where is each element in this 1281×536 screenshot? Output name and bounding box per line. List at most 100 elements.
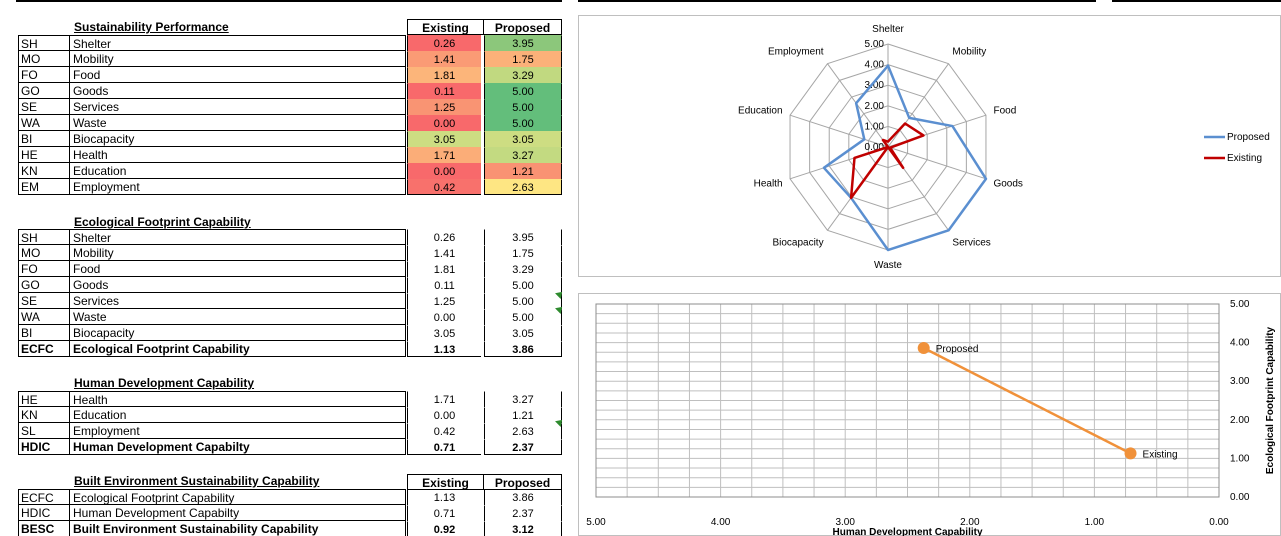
proposed-value: 3.27 (484, 147, 562, 163)
built-col-header-proposed: Proposed (484, 474, 562, 490)
existing-value: 1.25 (407, 99, 481, 115)
radar-tick-label: 3.00 (865, 80, 885, 91)
row-code: GO (18, 277, 70, 293)
proposed-value: 3.12 (484, 521, 562, 536)
table-row: FO Food 1.81 3.29 (18, 67, 562, 83)
row-name: Shelter (70, 35, 406, 51)
table-row: KN Education 0.00 1.21 (18, 407, 562, 423)
proposed-value: 3.05 (484, 131, 562, 147)
row-name: Mobility (70, 245, 406, 261)
y-axis-title: Ecological Footprint Capability (1265, 326, 1276, 474)
ecological-title: Ecological Footprint Capability (74, 215, 251, 229)
existing-value: 1.25 (407, 293, 481, 309)
existing-value: 0.00 (407, 163, 481, 179)
row-code: SE (18, 99, 70, 115)
row-code: MO (18, 245, 70, 261)
row-code: BI (18, 325, 70, 341)
table-row: HDIC Human Development Capabilty 0.71 2.37 (18, 505, 562, 521)
row-name: Goods (70, 83, 406, 99)
table-row: WA Waste 0.00 5.00 (18, 115, 562, 131)
existing-value: 0.11 (407, 83, 481, 99)
existing-value: 1.13 (407, 489, 481, 505)
proposed-value: 5.00 (484, 99, 562, 115)
radar-category-label: Services (952, 237, 990, 248)
ecological-table: SH Shelter 0.26 3.95 MO Mobility 1.41 1.75 FO Foo… (18, 229, 562, 357)
table-row: SH Shelter 0.26 3.95 (18, 229, 562, 245)
row-name: Biocapacity (70, 325, 406, 341)
radar-spoke (887, 63, 949, 148)
row-name: Built Environment Sustainability Capabil… (70, 521, 406, 536)
table-row: SE Services 1.25 5.00 (18, 99, 562, 115)
radar-category-label: Waste (874, 260, 902, 271)
existing-value: 1.13 (407, 341, 481, 357)
row-name: Services (70, 99, 406, 115)
row-code: HDIC (18, 505, 70, 521)
table-row: SH Shelter 0.26 3.95 (18, 35, 562, 51)
existing-value: 0.71 (407, 439, 481, 455)
radar-category-label: Education (738, 106, 782, 117)
proposed-value: 5.00 (484, 293, 562, 309)
radar-category-label: Health (754, 178, 783, 189)
table-row: SL Employment 0.42 2.63 (18, 423, 562, 439)
table-row: EM Employment 0.42 2.63 (18, 179, 562, 195)
row-name: Employment (70, 423, 406, 439)
x-tick-label: 1.00 (1085, 517, 1105, 528)
proposed-value: 3.29 (484, 67, 562, 83)
radar-category-label: Goods (993, 178, 1022, 189)
y-tick-label: 1.00 (1230, 453, 1250, 464)
col-header-proposed: Proposed (484, 19, 562, 35)
existing-value: 0.42 (407, 179, 481, 195)
table-row: FO Food 1.81 3.29 (18, 261, 562, 277)
row-name: Employment (70, 179, 406, 195)
radar-chart: 0.00 1.00 2.00 3.00 4.00 5.00 Shelter Mobility F… (738, 24, 1270, 271)
trajectory-line (923, 346, 1132, 455)
radar-tick-label: 4.00 (865, 60, 885, 71)
table-row: BI Biocapacity 3.05 3.05 (18, 131, 562, 147)
human-title: Human Development Capability (74, 376, 255, 390)
table-row: HE Health 1.71 3.27 (18, 147, 562, 163)
plot-area (595, 303, 1220, 498)
y-tick-label: 0.00 (1230, 492, 1250, 503)
existing-value: 1.41 (407, 51, 481, 67)
table-row: HDIC Human Development Capabilty 0.71 2.37 (18, 439, 562, 455)
point-proposed (917, 342, 930, 355)
y-tick-label: 3.00 (1230, 376, 1250, 387)
row-code: FO (18, 261, 70, 277)
proposed-value: 5.00 (484, 309, 562, 325)
x-tick-label: 2.00 (960, 517, 980, 528)
radar-chart-panel: 0.00 1.00 2.00 3.00 4.00 5.00 Shelter Mobility F… (578, 15, 1281, 277)
proposed-value: 1.21 (484, 407, 562, 423)
y-tick-label: 5.00 (1230, 299, 1250, 310)
row-name: Mobility (70, 51, 406, 67)
row-code: SH (18, 229, 70, 245)
radar-series-proposed (822, 64, 988, 252)
row-code: FO (18, 67, 70, 83)
proposed-value: 2.37 (484, 439, 562, 455)
existing-value: 0.92 (407, 521, 481, 536)
y-tick-label: 2.00 (1230, 415, 1250, 426)
existing-value: 0.00 (407, 407, 481, 423)
radar-tick-label: 1.00 (865, 121, 885, 132)
row-code: BESC (18, 521, 70, 536)
radar-category-label: Food (993, 106, 1016, 117)
proposed-value: 3.95 (484, 229, 562, 245)
row-code: KN (18, 407, 70, 423)
existing-value: 1.81 (407, 261, 481, 277)
row-name: Education (70, 407, 406, 423)
human-table: HE Health 1.71 3.27 KN Education 0.00 1.21 SL Emp… (18, 391, 562, 455)
top-border-right (1112, 0, 1281, 2)
row-name: Human Development Capabilty (70, 505, 406, 521)
row-name: Biocapacity (70, 131, 406, 147)
row-code: BI (18, 131, 70, 147)
existing-value: 0.11 (407, 277, 481, 293)
table-row: MO Mobility 1.41 1.75 (18, 245, 562, 261)
row-name: Education (70, 163, 406, 179)
row-code: HDIC (18, 439, 70, 455)
row-code: GO (18, 83, 70, 99)
scatter-chart-panel: 5.00 4.00 3.00 2.00 1.00 0.00 0.00 1.00 2.00 3.00… (578, 293, 1281, 536)
row-name: Waste (70, 309, 406, 325)
radar-category-label: Mobility (952, 47, 986, 58)
row-code: HE (18, 391, 70, 407)
radar-category-label: Shelter (872, 24, 904, 35)
table-row: GO Goods 0.11 5.00 (18, 83, 562, 99)
